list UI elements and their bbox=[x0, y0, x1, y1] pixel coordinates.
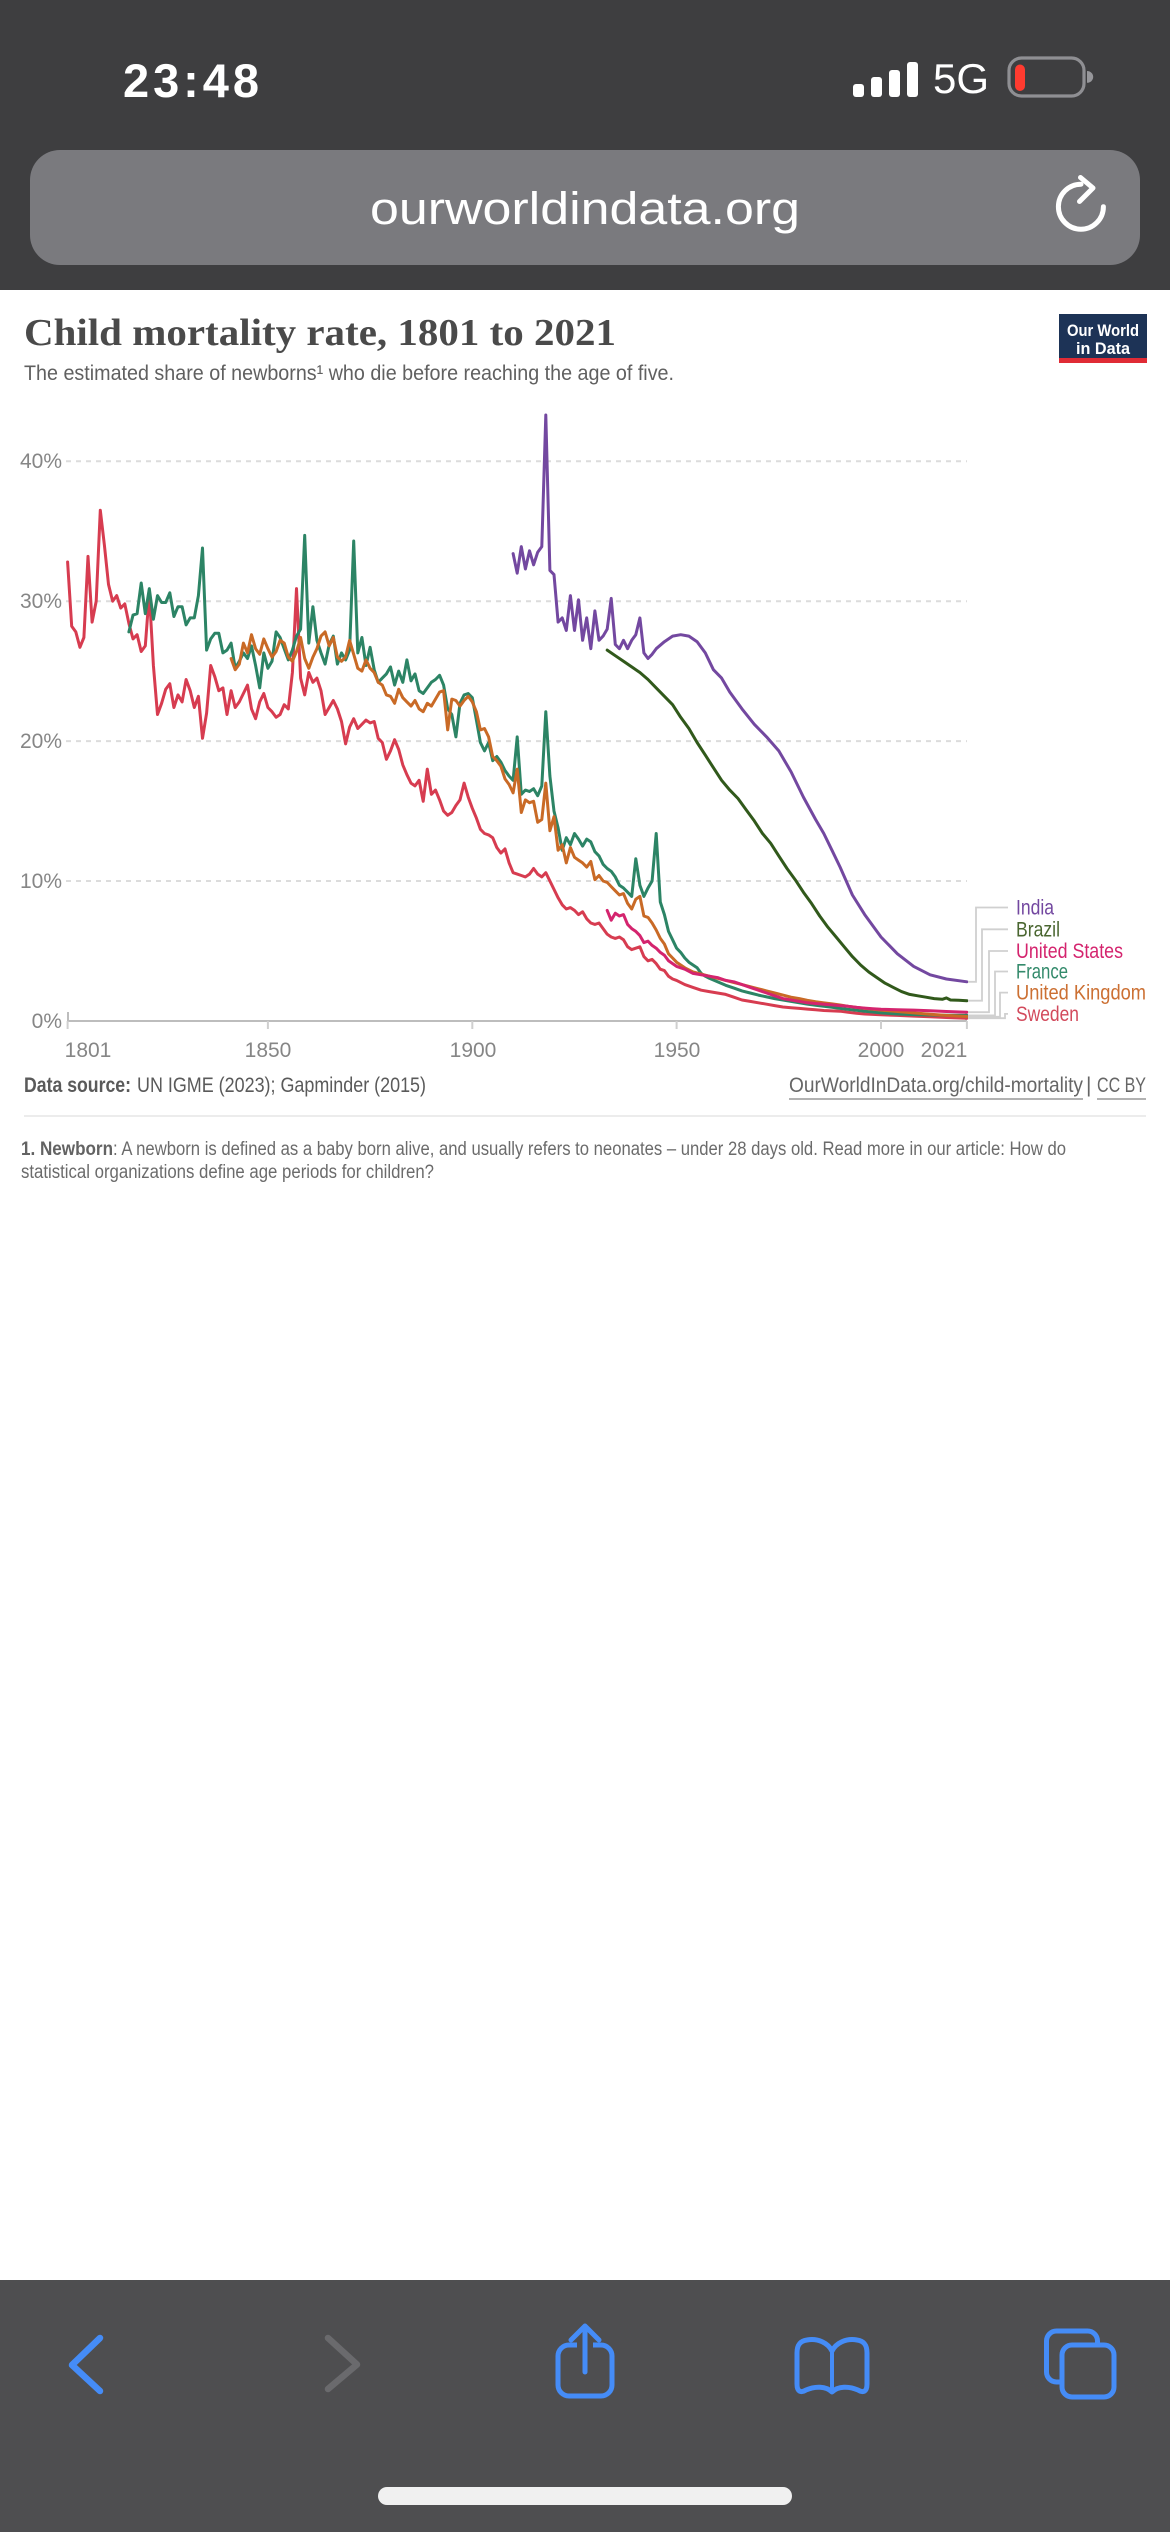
svg-text:30%: 30% bbox=[20, 590, 62, 613]
svg-text:United States: United States bbox=[1016, 940, 1123, 963]
svg-text:India: India bbox=[1016, 897, 1054, 920]
svg-text:statistical organizations defi: statistical organizations define age per… bbox=[21, 1162, 434, 1183]
svg-text:in Data: in Data bbox=[1076, 339, 1131, 358]
svg-text:0%: 0% bbox=[32, 1010, 62, 1033]
svg-text:UN IGME (2023); Gapminder (201: UN IGME (2023); Gapminder (2015) bbox=[137, 1074, 426, 1097]
svg-text:5G: 5G bbox=[933, 55, 989, 102]
svg-text:10%: 10% bbox=[20, 870, 62, 893]
svg-text:Sweden: Sweden bbox=[1016, 1003, 1079, 1026]
svg-text:Child mortality rate, 1801 to: Child mortality rate, 1801 to 2021 bbox=[24, 312, 616, 354]
svg-text:20%: 20% bbox=[20, 730, 62, 753]
svg-text:ourworldindata.org: ourworldindata.org bbox=[370, 183, 800, 234]
svg-text:OurWorldInData.org/child-morta: OurWorldInData.org/child-mortality bbox=[789, 1074, 1083, 1097]
svg-text:1950: 1950 bbox=[654, 1039, 701, 1062]
svg-text:1900: 1900 bbox=[450, 1039, 497, 1062]
svg-text:: A newborn is defined as a ba: : A newborn is defined as a baby born al… bbox=[113, 1139, 1066, 1160]
svg-text:France: France bbox=[1016, 961, 1068, 984]
svg-text:Our World: Our World bbox=[1067, 321, 1139, 340]
svg-text:Brazil: Brazil bbox=[1016, 918, 1060, 941]
svg-text:1850: 1850 bbox=[245, 1039, 292, 1062]
svg-text:United Kingdom: United Kingdom bbox=[1016, 982, 1146, 1005]
svg-text:CC BY: CC BY bbox=[1097, 1074, 1146, 1097]
svg-text:|: | bbox=[1086, 1074, 1091, 1097]
svg-text:1. Newborn: 1. Newborn bbox=[21, 1139, 113, 1160]
svg-text:40%: 40% bbox=[20, 450, 62, 473]
svg-text:The estimated share of newborn: The estimated share of newborns¹ who die… bbox=[24, 362, 674, 385]
svg-text:Data source:: Data source: bbox=[24, 1074, 131, 1097]
svg-text:2021: 2021 bbox=[921, 1039, 968, 1062]
svg-text:2000: 2000 bbox=[858, 1039, 905, 1062]
svg-text:1801: 1801 bbox=[65, 1039, 112, 1062]
svg-text:23:48: 23:48 bbox=[123, 54, 259, 107]
